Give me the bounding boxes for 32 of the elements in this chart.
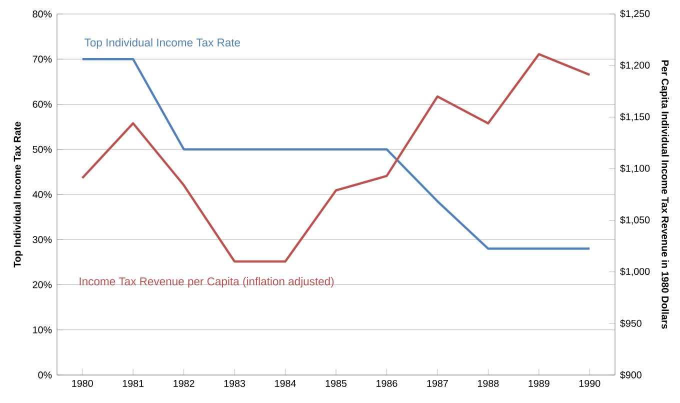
y-tick-label: 50% — [32, 146, 52, 153]
y-tick-label: 0% — [38, 372, 52, 378]
x-tick-label: 1984 — [275, 380, 296, 387]
y-tick-label: 80% — [32, 10, 52, 18]
y2-tick-label: $1,100 — [620, 164, 650, 173]
y2-tick-label: $1,050 — [620, 216, 650, 225]
x-tick-label: 1980 — [72, 380, 93, 387]
y-axis-title: Top Individual Income Tax Rate — [14, 122, 23, 268]
x-tick-label: 1990 — [579, 380, 600, 387]
y2-tick-label: $1,250 — [620, 10, 650, 18]
y2-tick-label: $1,200 — [620, 61, 650, 70]
y-tick-label: 40% — [32, 191, 52, 198]
y-tick-label: 60% — [32, 100, 52, 108]
text: Income Tax Revenue per Capita (inflation adjusted) — [80, 277, 334, 288]
y2-tick-label: $1,000 — [620, 268, 650, 276]
y2-tick-label: $1,150 — [620, 112, 650, 122]
y2-tick-label: $900 — [620, 371, 642, 379]
y-tick-label: 30% — [32, 236, 52, 244]
x-tick-label: 1981 — [122, 380, 144, 387]
y-tick-label: 20% — [32, 281, 52, 288]
x-tick-label: 1986 — [376, 380, 398, 387]
y-tick-label: 10% — [33, 326, 52, 334]
y2-axis-title: Per Capita Individual Income Tax Revenue in 1980 Dollars — [660, 60, 669, 329]
x-tick-label: 1988 — [478, 380, 499, 387]
y-tick-label: 70% — [32, 56, 52, 63]
x-tick-label: 1985 — [326, 380, 347, 387]
y2-tick-label: $950 — [620, 319, 642, 328]
series-label: Top Individual Income Tax Rate — [84, 38, 240, 49]
x-tick-label: 1982 — [174, 380, 194, 387]
x-tick-label: 1989 — [528, 380, 550, 387]
x-tick-label: 1983 — [224, 380, 246, 387]
x-tick-label: 1987 — [427, 380, 448, 387]
